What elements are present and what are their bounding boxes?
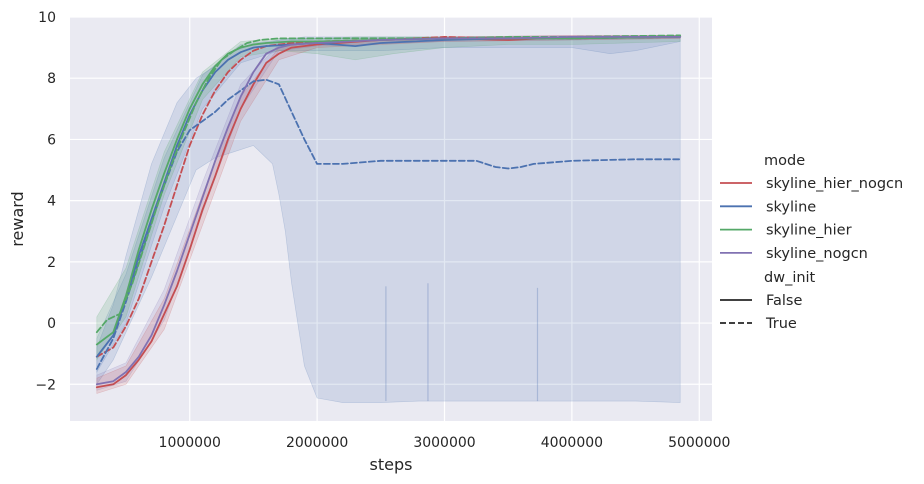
series-line (95, 36, 682, 358)
y-tick-label: 2 (47, 255, 56, 271)
series-line (95, 36, 682, 386)
y-tick-label: 8 (47, 71, 56, 87)
confidence-band (96, 35, 681, 374)
y-tick-label: −2 (35, 377, 56, 393)
y-tick-label: 6 (47, 132, 56, 148)
x-axis-label: steps (370, 455, 413, 474)
y-tick-label: 10 (38, 10, 56, 26)
confidence-band (96, 35, 681, 361)
legend-label: skyline_hier (766, 223, 852, 239)
legend-label: skyline (766, 199, 816, 215)
x-tick-label: 2000000 (286, 435, 348, 451)
legend-label: skyline_nogcn (766, 246, 868, 262)
series-line (95, 34, 682, 334)
y-tick-label: 0 (47, 316, 56, 332)
x-tick-label: 4000000 (541, 435, 603, 451)
x-axis-ticks: 1000000 2000000 3000000 4000000 5000000 (159, 435, 731, 451)
y-tick-label: 4 (47, 194, 56, 210)
grid-lines (70, 16, 712, 421)
legend-label: skyline_hier_nogcn (766, 176, 903, 192)
legend-label: False (766, 293, 802, 309)
legend: mode skyline_hier_nogcnskylineskyline_hi… (720, 153, 903, 332)
y-axis-label: reward (8, 191, 27, 246)
y-axis-ticks: −2 0 2 4 6 8 10 (35, 10, 56, 393)
legend-title-dw-init: dw_init (764, 270, 816, 286)
legend-title-mode: mode (764, 153, 805, 169)
legend-style-entries: False True (720, 293, 802, 332)
x-tick-label: 3000000 (413, 435, 475, 451)
series-line (95, 36, 682, 358)
x-tick-label: 1000000 (159, 435, 221, 451)
plot-background (70, 17, 712, 421)
series-lines (95, 34, 682, 389)
x-tick-label: 5000000 (668, 435, 730, 451)
legend-label: True (765, 316, 797, 332)
